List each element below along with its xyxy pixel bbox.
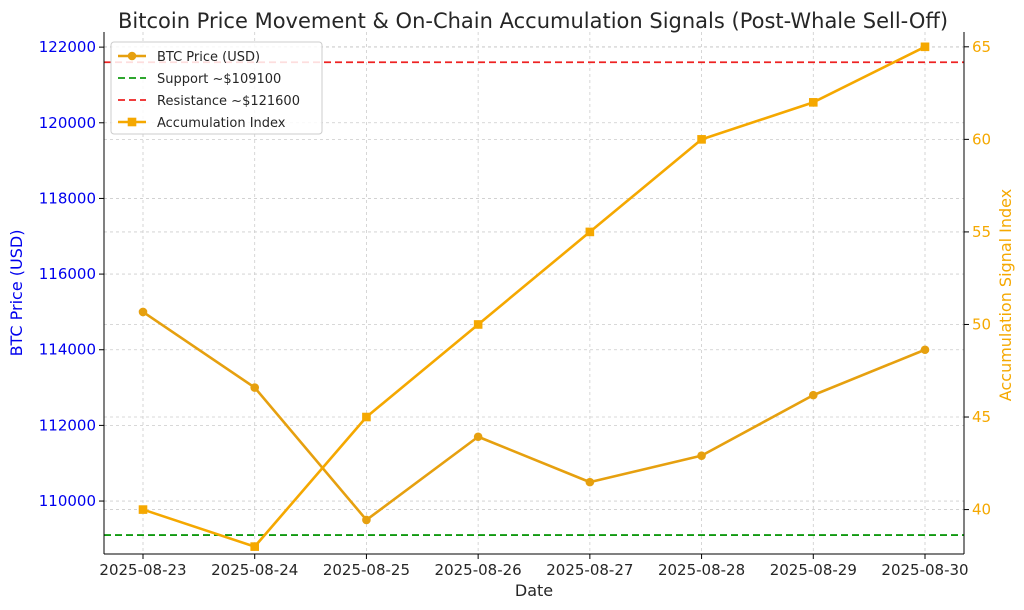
y-right-tick-label: 65 — [972, 38, 991, 56]
accumulation-index-point — [473, 320, 483, 329]
legend-item-accumulation-index: Accumulation Index — [118, 116, 286, 131]
btc-price-point — [473, 432, 483, 442]
btc-price-point — [920, 345, 930, 355]
legend-label: Support ~$109100 — [157, 72, 281, 87]
accumulation-index-line — [142, 45, 926, 548]
x-tick-label: 2025-08-25 — [323, 561, 410, 579]
btc-price-point — [808, 390, 818, 400]
x-tick-label: 2025-08-28 — [658, 561, 745, 579]
y-left-tick-label: 118000 — [39, 189, 96, 207]
legend-item-btc-price: BTC Price (USD) — [118, 50, 260, 65]
accumulation-index-point — [250, 542, 260, 551]
btc-price-point — [138, 307, 148, 317]
y-axis-label-right: Accumulation Signal Index — [996, 189, 1015, 401]
chart-title: Bitcoin Price Movement & On-Chain Accumu… — [118, 9, 948, 33]
legend-label: BTC Price (USD) — [157, 50, 260, 65]
ticks: 2025-08-23 2025-08-24 2025-08-25 2025-08-26… — [39, 38, 991, 579]
y-right-tick-label: 50 — [972, 315, 991, 333]
legend-box — [110, 41, 323, 135]
accumulation-index-point — [697, 135, 706, 144]
y-left-tick-label: 110000 — [39, 492, 96, 510]
legend-label: Resistance ~$121600 — [157, 94, 300, 109]
legend: BTC Price (USD) Support ~$109100 Resistanc… — [110, 41, 323, 135]
y-right-tick-label: 55 — [972, 223, 991, 241]
x-axis-label: Date — [515, 581, 553, 600]
legend-label: Accumulation Index — [157, 116, 286, 131]
btc-price-line — [142, 310, 926, 522]
y-right-tick-label: 60 — [972, 130, 991, 148]
legend-marker — [127, 117, 137, 127]
btc-price-point — [585, 477, 595, 487]
x-tick-label: 2025-08-27 — [546, 561, 633, 579]
grid — [104, 32, 964, 554]
x-tick-label: 2025-08-24 — [211, 561, 298, 579]
btc-price-point — [697, 451, 706, 460]
legend-marker — [127, 51, 137, 61]
accumulation-index-point — [138, 505, 148, 514]
x-tick-label: 2025-08-29 — [770, 561, 857, 579]
y-left-tick-label: 116000 — [39, 265, 96, 283]
legend-item-resistance: Resistance ~$121600 — [118, 94, 300, 109]
x-tick-label: 2025-08-26 — [435, 561, 522, 579]
series — [138, 42, 930, 551]
btc-price-point — [362, 515, 371, 525]
y-axis-label-left: BTC Price (USD) — [7, 230, 26, 357]
accumulation-index-point — [920, 42, 930, 52]
legend-item-support: Support ~$109100 — [118, 72, 281, 87]
accumulation-index-point — [585, 227, 595, 237]
accumulation-index-point — [808, 98, 818, 107]
y-left-tick-label: 112000 — [39, 416, 96, 434]
y-left-tick-label: 122000 — [39, 38, 96, 56]
axes — [103, 32, 965, 555]
y-left-tick-label: 120000 — [39, 114, 96, 132]
x-tick-label: 2025-08-30 — [881, 561, 968, 579]
y-right-tick-label: 40 — [972, 501, 991, 519]
y-left-tick-label: 114000 — [39, 341, 96, 359]
btc-price-point — [250, 383, 260, 392]
accumulation-index-point — [362, 412, 371, 422]
y-right-tick-label: 45 — [972, 408, 991, 426]
x-tick-label: 2025-08-23 — [99, 561, 186, 579]
